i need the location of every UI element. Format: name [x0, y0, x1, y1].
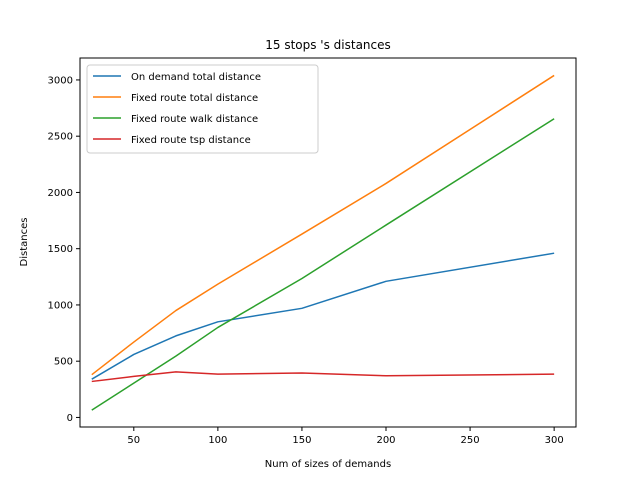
y-tick-label: 1500: [48, 244, 73, 255]
series-line-0: [91, 252, 555, 380]
x-tick-label: 300: [545, 435, 564, 446]
series-line-2: [91, 118, 555, 411]
legend-entry-1: Fixed route total distance: [131, 93, 258, 104]
y-tick-label: 3000: [48, 75, 73, 86]
legend: On demand total distance Fixed route tota…: [86, 64, 319, 154]
x-tick-label: 150: [292, 435, 311, 446]
x-tick-label: 250: [461, 435, 480, 446]
y-tick-label: 2000: [48, 188, 73, 199]
series-line-1: [91, 74, 555, 376]
x-tick-label: 200: [376, 435, 395, 446]
plot-frame: [79, 57, 577, 428]
series-line-3: [91, 371, 555, 383]
legend-entry-0: On demand total distance: [131, 72, 261, 83]
legend-box: [86, 64, 319, 154]
y-tick-label: 2500: [48, 132, 73, 143]
y-tick-label: 0: [67, 413, 73, 424]
plot-area: [91, 74, 555, 411]
y-tick-label: 500: [54, 357, 73, 368]
y-tick-label: 1000: [48, 300, 73, 311]
x-axis-label: Num of sizes of demands: [265, 459, 391, 470]
y-axis: 0 500 1000 1500 2000 2500 3000: [48, 75, 80, 424]
y-axis-label: Distances: [19, 218, 30, 267]
chart-title: 15 stops 's distances: [265, 38, 391, 52]
x-axis: 50 100 150 200 250 300: [127, 427, 564, 446]
x-tick-label: 100: [208, 435, 227, 446]
x-tick-label: 50: [127, 435, 140, 446]
legend-entry-2: Fixed route walk distance: [131, 114, 258, 125]
legend-entry-3: Fixed route tsp distance: [131, 135, 251, 146]
